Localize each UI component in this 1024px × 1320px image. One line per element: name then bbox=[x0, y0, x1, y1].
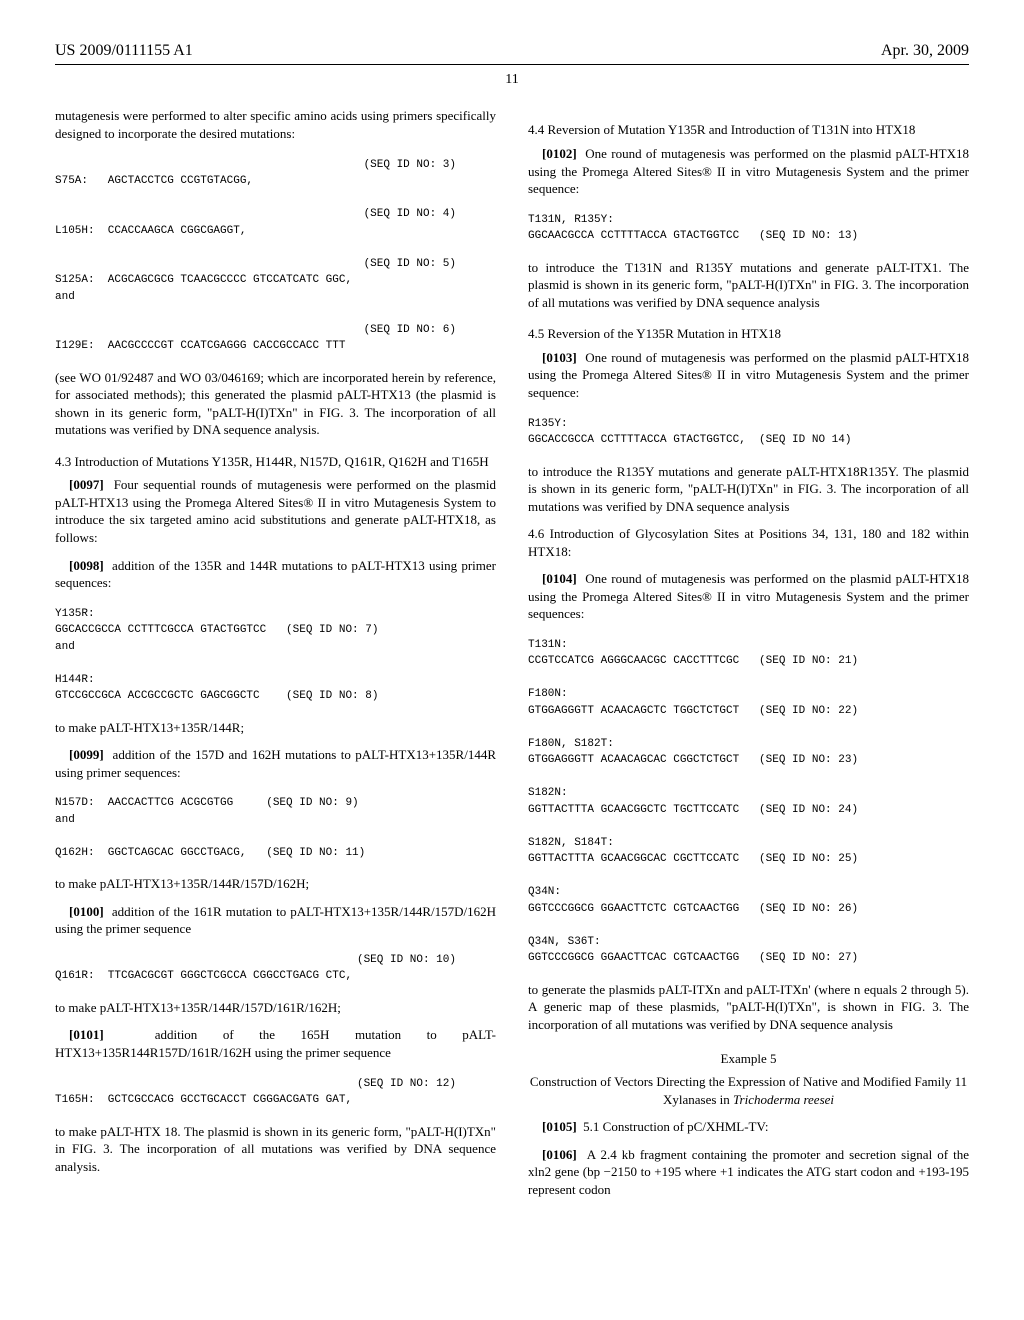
para-0105: [0105] 5.1 Construction of pC/XHML-TV: bbox=[528, 1118, 969, 1136]
seq-id-3: (SEQ ID NO: 3) bbox=[55, 157, 496, 174]
para-0099-text: addition of the 157D and 162H mutations … bbox=[55, 747, 496, 780]
intro-t131n: to introduce the T131N and R135Y mutatio… bbox=[528, 259, 969, 312]
para-0104: [0104] One round of mutagenesis was perf… bbox=[528, 570, 969, 623]
seq-3: S75A: AGCTACCTCG CCGTGTACGG, bbox=[55, 175, 253, 187]
seq-22: F180N: GTGGAGGGTT ACAACAGCTC TGGCTCTGCT … bbox=[528, 688, 858, 717]
seq-14: R135Y: GGCACCGCCA CCTTTTACCA GTACTGGTCC,… bbox=[528, 418, 851, 447]
para-0101-text: addition of the 165H mutation to pALT-HT… bbox=[55, 1027, 496, 1060]
seq-23: F180N, S182T: GTGGAGGGTT ACAACAGCAC CGGC… bbox=[528, 738, 858, 767]
make-3: to make pALT-HTX13+135R/144R/157D/161R/1… bbox=[55, 999, 496, 1017]
seq-7: Y135R: GGCACCGCCA CCTTTCGCCA GTACTGGTCC … bbox=[55, 608, 378, 653]
seq-id-6: (SEQ ID NO: 6) bbox=[55, 322, 496, 339]
para-num-0103: [0103] bbox=[542, 350, 577, 365]
para-0102-text: One round of mutagenesis was performed o… bbox=[528, 146, 969, 196]
para-0102: [0102] One round of mutagenesis was perf… bbox=[528, 145, 969, 198]
incorp-para: (see WO 01/92487 and WO 03/046169; which… bbox=[55, 369, 496, 439]
section-4-3: 4.3 Introduction of Mutations Y135R, H14… bbox=[55, 453, 496, 471]
seq-id-10: (SEQ ID NO: 10) bbox=[55, 952, 496, 969]
generate-plasmids: to generate the plasmids pALT-ITXn and p… bbox=[528, 981, 969, 1034]
patent-number: US 2009/0111155 A1 bbox=[55, 40, 193, 62]
seq-block-9-11: N157D: AACCACTTCG ACGCGTGG (SEQ ID NO: 9… bbox=[55, 795, 496, 861]
seq-block-3: (SEQ ID NO: 3)S75A: AGCTACCTCG CCGTGTACG… bbox=[55, 157, 496, 355]
para-0100: [0100] addition of the 161R mutation to … bbox=[55, 903, 496, 938]
para-num-0102: [0102] bbox=[542, 146, 577, 161]
seq-10: Q161R: TTCGACGCGT GGGCTCGCCA CGGCCTGACG … bbox=[55, 970, 352, 982]
para-0098-text: addition of the 135R and 144R mutations … bbox=[55, 558, 496, 591]
seq-21: T131N: CCGTCCATCG AGGGCAACGC CACCTTTCGC … bbox=[528, 639, 858, 668]
seq-block-13: T131N, R135Y: GGCAACGCCA CCTTTTACCA GTAC… bbox=[528, 212, 969, 245]
section-4-6: 4.6 Introduction of Glycosylation Sites … bbox=[528, 525, 969, 560]
example-5-title-b: Trichoderma reesei bbox=[733, 1092, 834, 1107]
seq-6: I129E: AACGCCCCGT CCATCGAGGG CACCGCCACC … bbox=[55, 340, 345, 352]
patent-date: Apr. 30, 2009 bbox=[881, 40, 969, 62]
section-4-5: 4.5 Reversion of the Y135R Mutation in H… bbox=[528, 325, 969, 343]
make-1: to make pALT-HTX13+135R/144R; bbox=[55, 719, 496, 737]
intro-r135y: to introduce the R135Y mutations and gen… bbox=[528, 463, 969, 516]
seq-block-21-27: T131N: CCGTCCATCG AGGGCAACGC CACCTTTCGC … bbox=[528, 637, 969, 967]
seq-9: N157D: AACCACTTCG ACGCGTGG (SEQ ID NO: 9… bbox=[55, 797, 359, 826]
seq-11: Q162H: GGCTCAGCAC GGCCTGACG, (SEQ ID NO:… bbox=[55, 847, 365, 859]
section-4-4: 4.4 Reversion of Mutation Y135R and Intr… bbox=[528, 121, 969, 139]
seq-8: H144R: GTCCGCCGCA ACCGCCGCTC GAGCGGCTC (… bbox=[55, 674, 378, 703]
left-column: mutagenesis were performed to alter spec… bbox=[55, 107, 496, 1208]
para-num-0099: [0099] bbox=[69, 747, 104, 762]
para-0099: [0099] addition of the 157D and 162H mut… bbox=[55, 746, 496, 781]
example-5-head: Example 5 bbox=[528, 1050, 969, 1068]
para-num-0106: [0106] bbox=[542, 1147, 577, 1162]
para-num-0104: [0104] bbox=[542, 571, 577, 586]
seq-block-12: (SEQ ID NO: 12)T165H: GCTCGCCACG GCCTGCA… bbox=[55, 1076, 496, 1109]
example-5-title: Construction of Vectors Directing the Ex… bbox=[528, 1073, 969, 1108]
para-0104-text: One round of mutagenesis was performed o… bbox=[528, 571, 969, 621]
para-0106: [0106] A 2.4 kb fragment containing the … bbox=[528, 1146, 969, 1199]
para-0105-text: 5.1 Construction of pC/XHML-TV: bbox=[583, 1119, 768, 1134]
para-0103-text: One round of mutagenesis was performed o… bbox=[528, 350, 969, 400]
seq-27: Q34N, S36T: GGTCCCGGCG GGAACTTCAC CGTCAA… bbox=[528, 936, 858, 965]
seq-4: L105H: CCACCAAGCA CGGCGAGGT, bbox=[55, 225, 246, 237]
seq-block-14: R135Y: GGCACCGCCA CCTTTTACCA GTACTGGTCC,… bbox=[528, 416, 969, 449]
make-4: to make pALT-HTX 18. The plasmid is show… bbox=[55, 1123, 496, 1176]
intro-para: mutagenesis were performed to alter spec… bbox=[55, 107, 496, 142]
content-columns: mutagenesis were performed to alter spec… bbox=[55, 107, 969, 1208]
make-2: to make pALT-HTX13+135R/144R/157D/162H; bbox=[55, 875, 496, 893]
seq-block-7-8: Y135R: GGCACCGCCA CCTTTCGCCA GTACTGGTCC … bbox=[55, 606, 496, 705]
para-num-0100: [0100] bbox=[69, 904, 104, 919]
seq-block-10: (SEQ ID NO: 10)Q161R: TTCGACGCGT GGGCTCG… bbox=[55, 952, 496, 985]
para-0106-text: A 2.4 kb fragment containing the promote… bbox=[528, 1147, 969, 1197]
seq-26: Q34N: GGTCCCGGCG GGAACTTCTC CGTCAACTGG (… bbox=[528, 886, 858, 915]
seq-13: T131N, R135Y: GGCAACGCCA CCTTTTACCA GTAC… bbox=[528, 214, 858, 243]
seq-25: S182N, S184T: GGTTACTTTA GCAACGGCAC CGCT… bbox=[528, 837, 858, 866]
para-0103: [0103] One round of mutagenesis was perf… bbox=[528, 349, 969, 402]
para-num-0098: [0098] bbox=[69, 558, 104, 573]
para-num-0105: [0105] bbox=[542, 1119, 577, 1134]
right-column: 4.4 Reversion of Mutation Y135R and Intr… bbox=[528, 107, 969, 1208]
page-number: 11 bbox=[55, 71, 969, 90]
seq-id-4: (SEQ ID NO: 4) bbox=[55, 206, 496, 223]
para-0098: [0098] addition of the 135R and 144R mut… bbox=[55, 557, 496, 592]
seq-12: T165H: GCTCGCCACG GCCTGCACCT CGGGACGATG … bbox=[55, 1094, 352, 1106]
page-header: US 2009/0111155 A1 Apr. 30, 2009 bbox=[55, 40, 969, 65]
para-0100-text: addition of the 161R mutation to pALT-HT… bbox=[55, 904, 496, 937]
para-num-0101: [0101] bbox=[69, 1027, 104, 1042]
para-0097-text: Four sequential rounds of mutagenesis we… bbox=[55, 477, 496, 545]
para-0101: [0101] addition of the 165H mutation to … bbox=[55, 1026, 496, 1061]
para-num-0097: [0097] bbox=[69, 477, 104, 492]
seq-5: S125A: ACGCAGCGCG TCAACGCCCC GTCCATCATC … bbox=[55, 274, 352, 303]
seq-24: S182N: GGTTACTTTA GCAACGGCTC TGCTTCCATC … bbox=[528, 787, 858, 816]
seq-id-5: (SEQ ID NO: 5) bbox=[55, 256, 496, 273]
para-0097: [0097] Four sequential rounds of mutagen… bbox=[55, 476, 496, 546]
seq-id-12: (SEQ ID NO: 12) bbox=[55, 1076, 496, 1093]
